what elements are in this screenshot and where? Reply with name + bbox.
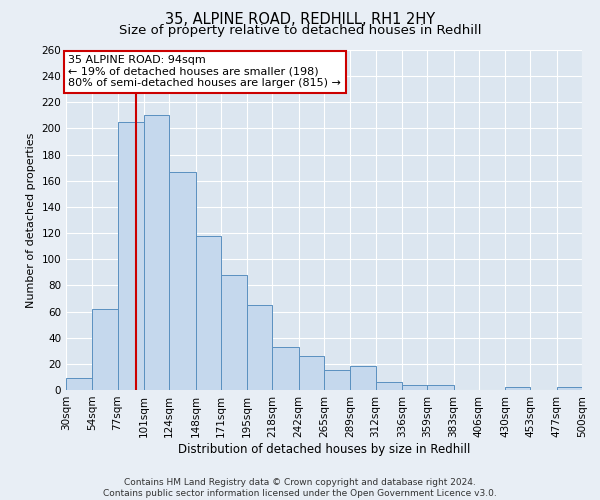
Text: Size of property relative to detached houses in Redhill: Size of property relative to detached ho… [119, 24, 481, 37]
Bar [350, 366, 376, 390]
Bar [118, 122, 144, 390]
Bar [324, 370, 350, 390]
Bar [221, 275, 247, 390]
Bar [144, 116, 169, 390]
Bar [66, 378, 92, 390]
Bar [169, 172, 196, 390]
Bar [299, 356, 324, 390]
X-axis label: Distribution of detached houses by size in Redhill: Distribution of detached houses by size … [178, 442, 470, 456]
Bar [505, 388, 530, 390]
Y-axis label: Number of detached properties: Number of detached properties [26, 132, 36, 308]
Bar [247, 305, 272, 390]
Text: Contains HM Land Registry data © Crown copyright and database right 2024.
Contai: Contains HM Land Registry data © Crown c… [103, 478, 497, 498]
Text: 35 ALPINE ROAD: 94sqm
← 19% of detached houses are smaller (198)
80% of semi-det: 35 ALPINE ROAD: 94sqm ← 19% of detached … [68, 55, 341, 88]
Bar [92, 309, 118, 390]
Bar [196, 236, 221, 390]
Bar [427, 385, 454, 390]
Bar [272, 347, 299, 390]
Text: 35, ALPINE ROAD, REDHILL, RH1 2HY: 35, ALPINE ROAD, REDHILL, RH1 2HY [165, 12, 435, 28]
Bar [402, 385, 427, 390]
Bar [376, 382, 402, 390]
Bar [557, 388, 582, 390]
